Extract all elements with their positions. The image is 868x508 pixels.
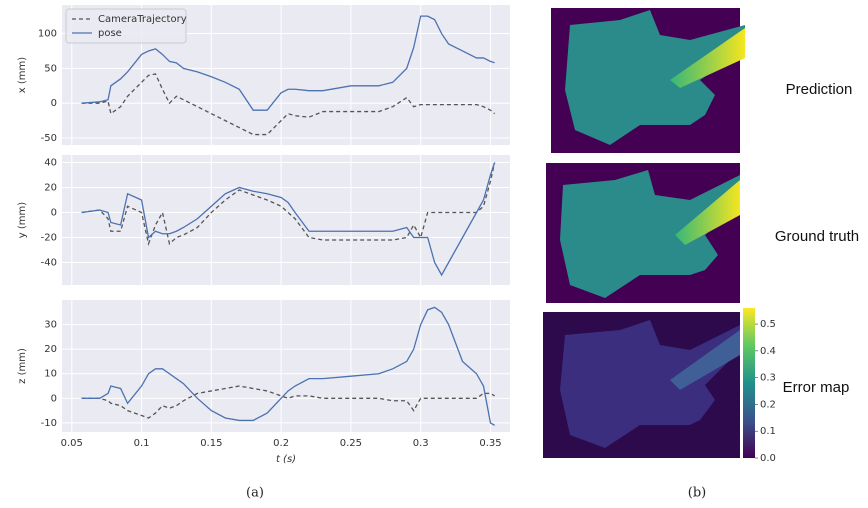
y-tick-label: 0 [51,208,57,219]
legend-label: CameraTrajectory [98,14,187,25]
x-tick-label: 0.35 [479,438,501,449]
colorbar-tick-label: 0.3 [760,373,776,384]
x-tick-label: 0.1 [134,438,150,449]
colorbar-tick-label: 0.5 [760,319,776,330]
caption: (b) [688,486,706,501]
y-tick-label: 20 [44,344,57,355]
y-tick-label: 50 [44,63,57,74]
plot-background [62,300,510,432]
image-label: Ground truth [775,228,859,245]
y-tick-label: 10 [44,369,57,380]
y-axis-label: y (mm) [17,202,28,238]
error-map-image [543,312,740,458]
y-tick-label: 0 [51,98,57,109]
colorbar-tick-label: 0.0 [760,453,776,464]
caption: (a) [246,486,264,501]
x-tick-label: 0.05 [61,438,83,449]
figure: -50050100x (mm)CameraTrajectorypose-40-2… [0,0,868,508]
y-axis-label: z (mm) [17,348,28,384]
prediction-image [551,8,745,153]
colorbar-tick-label: 0.1 [760,426,776,437]
y-axis-label: x (mm) [17,57,28,93]
colorbar-ticks: 0.0 0.1 0.2 0.3 0.4 0.5 [755,319,776,464]
ground-truth-image [546,163,740,303]
x-tick-label: 0.3 [413,438,429,449]
x-axis-label: t (s) [276,454,296,465]
y-tick-label: 100 [38,29,57,40]
y-tick-label: 0 [51,393,57,404]
y-tick-label: -20 [41,233,57,244]
image-label: Error map [783,379,850,396]
y-tick-label: 30 [44,320,57,331]
x-tick-label: 0.15 [200,438,222,449]
colorbar-tick-label: 0.4 [760,346,776,357]
colorbar-tick-label: 0.2 [760,399,776,410]
y-tick-label: 40 [44,158,57,169]
plot-background [62,155,510,285]
y-tick-label: -40 [41,258,57,269]
legend-label: pose [98,28,122,39]
colorbar [743,308,755,458]
x-tick-label: 0.25 [340,438,362,449]
y-tick-label: -10 [41,418,57,429]
x-tick-label: 0.2 [273,438,289,449]
y-tick-label: 20 [44,183,57,194]
y-tick-label: -50 [41,133,57,144]
image-label: Prediction [786,81,853,98]
